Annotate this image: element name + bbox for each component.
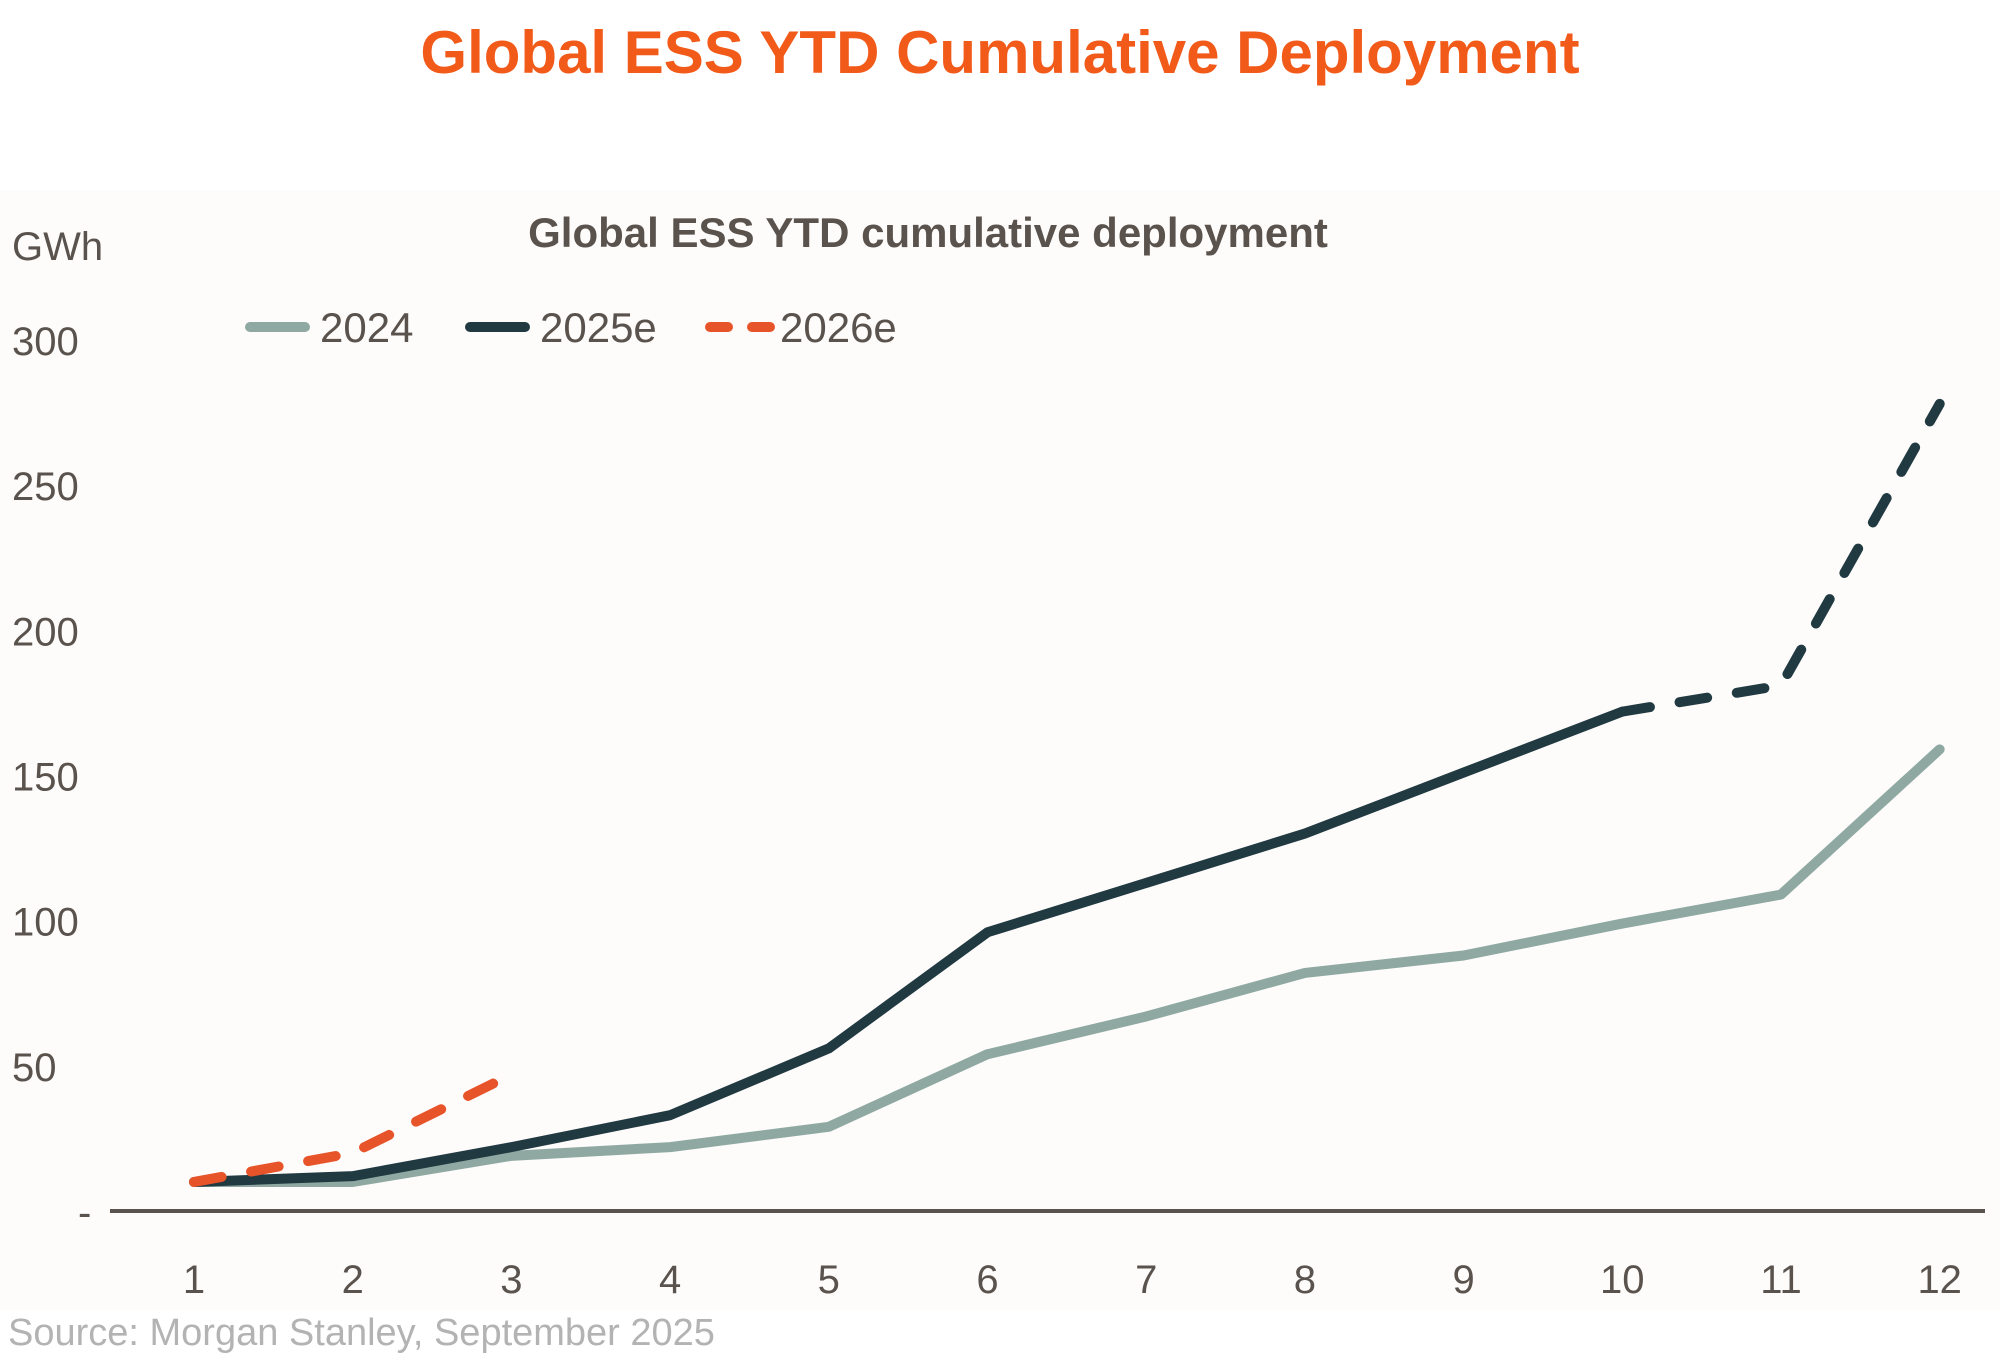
x-tick-label: 8	[1294, 1258, 1316, 1302]
x-tick-label: 2	[342, 1258, 364, 1302]
x-tick-label: 12	[1917, 1258, 1962, 1302]
legend-label-2025e: 2025e	[540, 304, 657, 351]
y-tick-label: -	[78, 1191, 91, 1235]
y-tick-label: 100	[12, 901, 79, 945]
y-tick-label: 250	[12, 465, 79, 509]
x-tick-label: 11	[1760, 1258, 1802, 1302]
x-tick-label: 1	[183, 1258, 205, 1302]
chart-subtitle: Global ESS YTD cumulative deployment	[528, 209, 1328, 256]
x-tick-label: 4	[659, 1258, 681, 1302]
legend-label-2026e: 2026e	[780, 304, 897, 351]
series-line-2025e-forecast	[1617, 398, 1945, 717]
x-tick-label: 9	[1452, 1258, 1474, 1302]
y-axis-label: GWh	[12, 225, 103, 269]
x-tick-label: 3	[500, 1258, 522, 1302]
y-tick-label: 150	[12, 756, 79, 800]
x-tick-label: 10	[1600, 1258, 1645, 1302]
legend-label-2024: 2024	[320, 304, 413, 351]
series-line-2026e	[189, 1069, 517, 1187]
x-tick-label: 7	[1135, 1258, 1157, 1302]
series-line-2024	[189, 744, 1945, 1187]
plot-background	[0, 190, 2000, 1310]
y-tick-label: 50	[12, 1046, 57, 1090]
main-title: Global ESS YTD Cumulative Deployment	[420, 19, 1580, 86]
x-tick-label: 6	[976, 1258, 998, 1302]
x-tick-label: 5	[818, 1258, 840, 1302]
series-line-2025e-actual	[189, 706, 1628, 1187]
y-tick-label: 200	[12, 610, 79, 654]
source-note: Source: Morgan Stanley, September 2025	[8, 1312, 715, 1354]
y-tick-label: 300	[12, 320, 79, 364]
